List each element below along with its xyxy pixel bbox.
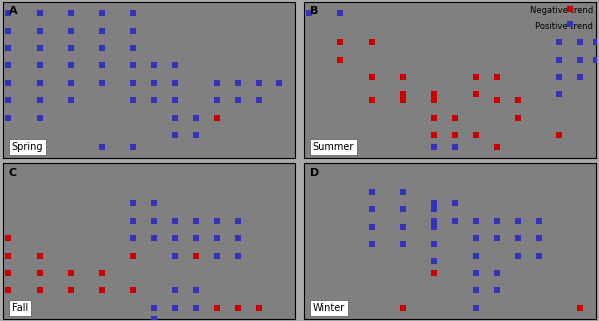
Text: Fall: Fall [12,303,28,313]
Text: Negative trend: Negative trend [530,6,593,15]
Text: B: B [310,6,318,16]
Text: A: A [9,6,17,16]
Text: C: C [9,168,17,178]
Text: Spring: Spring [12,142,43,152]
Text: D: D [310,168,319,178]
Text: Summer: Summer [313,142,354,152]
Text: Winter: Winter [313,303,345,313]
Text: Positive trend: Positive trend [536,22,593,31]
